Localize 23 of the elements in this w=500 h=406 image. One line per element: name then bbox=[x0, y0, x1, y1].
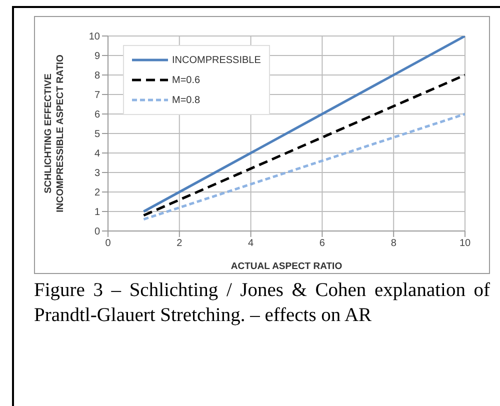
x-axis-title: ACTUAL ASPECT RATIO bbox=[230, 261, 342, 272]
y-axis-title: SCHLICHTING EFFECTIVE INCOMPRESSIBLE ASPECT RATIO bbox=[43, 54, 66, 212]
y-tick-label: 6 bbox=[94, 110, 100, 121]
x-tick-label: 6 bbox=[319, 238, 326, 250]
x-tick-label: 4 bbox=[248, 238, 254, 250]
x-tick-label: 2 bbox=[176, 238, 183, 250]
legend-label: M=0.8 bbox=[172, 94, 200, 106]
y-tick-label: 10 bbox=[88, 32, 100, 43]
legend-label: M=0.6 bbox=[172, 74, 200, 86]
y-tick-label: 1 bbox=[94, 207, 100, 218]
x-tick-label: 10 bbox=[459, 238, 471, 250]
y-tick-label: 4 bbox=[94, 148, 100, 160]
y-tick-label: 8 bbox=[94, 70, 100, 82]
caption: Figure 3 – Schlichting / Jones & Cohen explanation of Prandtl-Glauert Stretching. – effects on AR bbox=[34, 279, 490, 328]
y-tick-label: 2 bbox=[94, 188, 100, 199]
y-tick-label: 3 bbox=[94, 168, 100, 180]
y-tick-label: 5 bbox=[94, 129, 100, 140]
y-tick-label: 7 bbox=[94, 90, 100, 102]
x-tick-label: 8 bbox=[390, 238, 397, 250]
legend-label: INCOMPRESSIBLE bbox=[172, 54, 261, 66]
y-tick-label: 9 bbox=[94, 51, 100, 62]
x-tick-label: 0 bbox=[105, 238, 112, 250]
y-tick-label: 0 bbox=[94, 226, 100, 238]
